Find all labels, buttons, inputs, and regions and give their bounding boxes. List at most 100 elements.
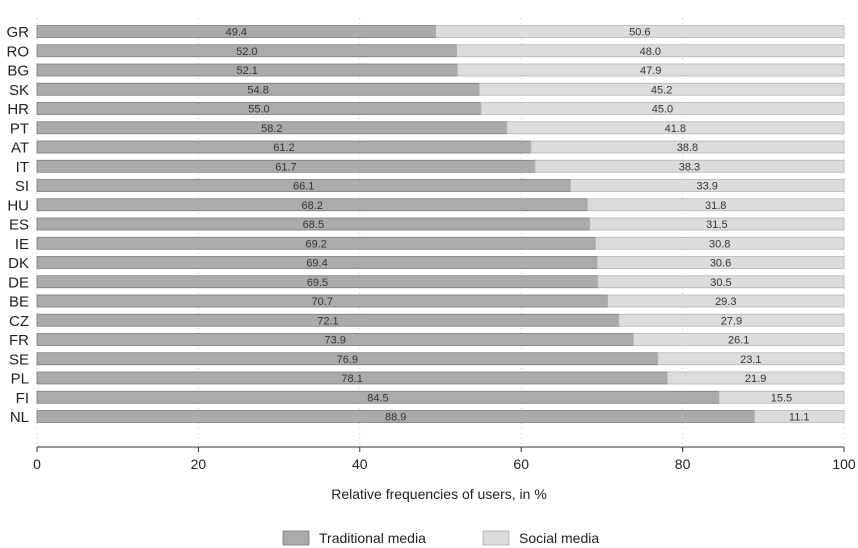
value-label-social: 45.2 <box>651 84 672 96</box>
category-label: BE <box>9 294 29 311</box>
value-label-social: 31.5 <box>706 219 727 231</box>
legend: Traditional media Social media <box>282 530 599 546</box>
value-label-social: 45.0 <box>652 104 673 116</box>
category-label: PL <box>11 371 29 388</box>
category-label: IE <box>15 236 29 253</box>
value-label-traditional: 66.1 <box>293 181 314 193</box>
value-label-traditional: 88.9 <box>385 412 406 424</box>
value-label-social: 33.9 <box>697 181 718 193</box>
bar-social-sk <box>478 82 845 96</box>
bar-social-bg <box>457 63 845 77</box>
category-label: IT <box>16 159 29 176</box>
value-label-social: 30.8 <box>709 238 730 250</box>
value-label-social: 48.0 <box>640 46 661 58</box>
value-label-traditional: 52.0 <box>236 46 257 58</box>
legend-label-traditional: Traditional media <box>319 530 426 546</box>
x-tick-label: 40 <box>352 456 368 472</box>
category-label: HR <box>7 101 29 118</box>
value-label-traditional: 78.1 <box>341 373 362 385</box>
bar-social-nl <box>754 410 845 423</box>
value-label-social: 26.1 <box>728 335 749 347</box>
bar-social-si <box>570 179 845 192</box>
category-label: SE <box>9 351 29 368</box>
legend-swatch-social <box>482 530 510 546</box>
bar-social-es <box>589 217 845 231</box>
value-label-social: 50.6 <box>629 27 650 39</box>
category-label: CZ <box>9 313 29 330</box>
category-labels: GR RO BG SK HR PT AT IT SI HU ES IE DK DE BE CZ FR SE PL FI… <box>7 24 30 426</box>
category-label: HU <box>7 197 29 214</box>
value-label-traditional: 69.4 <box>306 258 327 270</box>
category-label: SK <box>9 82 29 99</box>
value-label-social: 30.6 <box>710 258 731 270</box>
x-axis: 0 20 40 60 80 100 <box>33 446 856 472</box>
bar-social-de <box>597 275 845 289</box>
value-label-social: 21.9 <box>745 373 766 385</box>
category-label: AT <box>11 140 29 157</box>
category-label: PT <box>10 120 29 137</box>
value-label-social: 30.5 <box>710 277 731 289</box>
bar-social-ie <box>595 236 845 250</box>
value-label-traditional: 72.1 <box>317 315 338 327</box>
bar-social-pt <box>506 121 845 135</box>
x-tick-label: 60 <box>513 456 529 472</box>
value-label-social: 41.8 <box>665 123 686 135</box>
category-label: FI <box>16 390 29 407</box>
bar-social-gr <box>435 25 845 38</box>
bar-social-be <box>607 294 845 308</box>
value-label-social: 38.3 <box>679 161 700 173</box>
category-label: BG <box>7 63 29 80</box>
value-label-social: 47.9 <box>640 65 661 77</box>
x-tick-label: 0 <box>33 456 41 472</box>
legend-swatch-traditional <box>282 530 310 546</box>
value-label-social: 11.1 <box>789 412 810 424</box>
value-label-social: 23.1 <box>740 354 761 366</box>
value-label-traditional: 52.1 <box>237 65 258 77</box>
value-label-social: 15.5 <box>771 392 792 404</box>
value-label-traditional: 61.2 <box>273 142 294 154</box>
bar-social-pl <box>666 371 845 385</box>
value-label-traditional: 54.8 <box>247 84 268 96</box>
value-label-traditional: 73.9 <box>324 335 345 347</box>
value-label-traditional: 49.4 <box>226 27 247 39</box>
bar-social-at <box>530 140 845 154</box>
category-label: DE <box>8 274 29 291</box>
value-label-traditional: 61.7 <box>275 161 296 173</box>
value-label-traditional: 68.2 <box>301 200 322 212</box>
category-label: ES <box>9 217 29 234</box>
x-tick-label: 100 <box>832 456 856 472</box>
value-label-social: 29.3 <box>715 296 736 308</box>
category-label: NL <box>10 409 29 426</box>
legend-label-social: Social media <box>519 530 599 546</box>
value-label-traditional: 76.9 <box>337 354 358 366</box>
bar-social-se <box>657 352 845 366</box>
value-label-traditional: 68.5 <box>303 219 324 231</box>
bar-social-fr <box>632 333 845 346</box>
x-axis-title: Relative frequencies of users, in % <box>331 486 547 502</box>
value-label-traditional: 69.2 <box>306 238 327 250</box>
x-tick-label: 20 <box>191 456 207 472</box>
bar-social-hr <box>480 102 845 115</box>
value-label-traditional: 84.5 <box>367 392 388 404</box>
bar-social-dk <box>596 256 845 269</box>
category-label: FR <box>9 332 29 349</box>
category-label: SI <box>15 178 29 195</box>
bars <box>36 25 845 423</box>
value-label-traditional: 55.0 <box>248 104 269 116</box>
x-tick-label: 80 <box>675 456 691 472</box>
bar-social-hu <box>586 198 845 212</box>
value-label-social: 38.8 <box>677 142 698 154</box>
value-label-traditional: 70.7 <box>312 296 333 308</box>
bar-social-fi <box>718 390 845 404</box>
category-label: RO <box>7 43 30 60</box>
value-label-social: 31.8 <box>705 200 726 212</box>
value-label-social: 27.9 <box>721 315 742 327</box>
bar-social-it <box>534 159 845 173</box>
bar-social-ro <box>456 44 845 58</box>
category-label: DK <box>8 255 29 272</box>
category-label: GR <box>7 24 30 41</box>
value-label-traditional: 69.5 <box>307 277 328 289</box>
bar-social-cz <box>618 313 845 327</box>
value-labels: 49.4 50.6 52.0 48.0 52.1 47.9 54.8 45.2 55.0 45.0… <box>226 27 810 424</box>
